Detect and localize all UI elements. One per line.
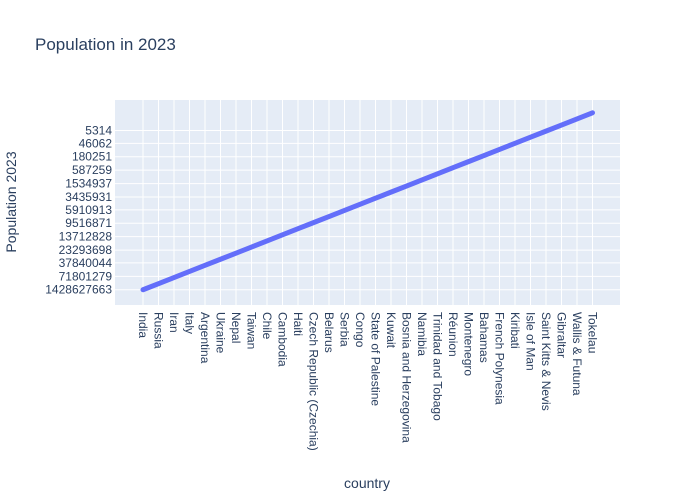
- x-tick-label: Gibraltar: [555, 312, 569, 358]
- x-tick-label: Congo: [353, 312, 367, 348]
- x-tick-label: Isle of Man: [524, 312, 538, 371]
- y-tick-label: 1534937: [65, 177, 112, 191]
- x-tick-label: Montenegro: [462, 312, 476, 376]
- x-tick-label: Argentina: [198, 312, 212, 364]
- y-tick-label: 3435931: [65, 190, 112, 204]
- x-tick-label: Saint Kitts & Nevis: [539, 312, 553, 411]
- y-tick-label: 71801279: [59, 269, 113, 283]
- x-axis-title: country: [344, 475, 390, 491]
- x-tick-label: Ukraine: [214, 312, 228, 354]
- y-tick-label: 9516871: [65, 216, 112, 230]
- y-tick-label: 13712828: [59, 230, 113, 244]
- x-tick-label: Russia: [152, 312, 166, 349]
- x-tick-label: Tokelau: [586, 312, 600, 353]
- x-tick-label: Belarus: [322, 312, 336, 353]
- x-tick-label: Italy: [183, 312, 197, 334]
- x-tick-label: Czech Republic (Czechia): [307, 312, 321, 451]
- y-tick-label: 23293698: [59, 243, 113, 257]
- x-tick-label: Iran: [167, 312, 181, 333]
- x-tick-label: Taiwan: [245, 312, 259, 349]
- x-tick-label: Namibia: [415, 312, 429, 356]
- x-tick-label: Nepal: [229, 312, 243, 343]
- y-axis-title: Population 2023: [3, 151, 19, 252]
- y-tick-label: 37840044: [59, 256, 113, 270]
- y-tick-label: 1428627663: [45, 283, 112, 297]
- x-tick-label: Wallis & Futuna: [570, 312, 584, 396]
- x-tick-label: State of Palestine: [369, 312, 383, 406]
- line-series: [140, 110, 595, 293]
- y-tick-label: 46062: [79, 136, 113, 150]
- y-tick-label: 587259: [72, 163, 112, 177]
- x-tick-label: Réunion: [446, 312, 460, 357]
- x-tick-label: Kuwait: [384, 312, 398, 349]
- x-tick-label: French Polynesia: [493, 312, 507, 405]
- x-tick-label: Kiribati: [508, 312, 522, 349]
- x-tick-label: Trinidad and Tobago: [431, 312, 445, 421]
- y-tick-label: 5314: [85, 124, 112, 138]
- x-tick-label: Cambodia: [276, 312, 290, 367]
- y-tick-label: 180251: [72, 150, 112, 164]
- x-tick-label: India: [136, 312, 150, 338]
- y-tick-label: 5910913: [65, 203, 112, 217]
- x-tick-label: Bosnia and Herzegovina: [400, 312, 414, 443]
- x-tick-label: Bahamas: [477, 312, 491, 363]
- x-tick-label: Serbia: [338, 312, 352, 347]
- x-tick-label: Haiti: [291, 312, 305, 336]
- x-tick-label: Chile: [260, 312, 274, 340]
- chart-title: Population in 2023: [35, 35, 176, 54]
